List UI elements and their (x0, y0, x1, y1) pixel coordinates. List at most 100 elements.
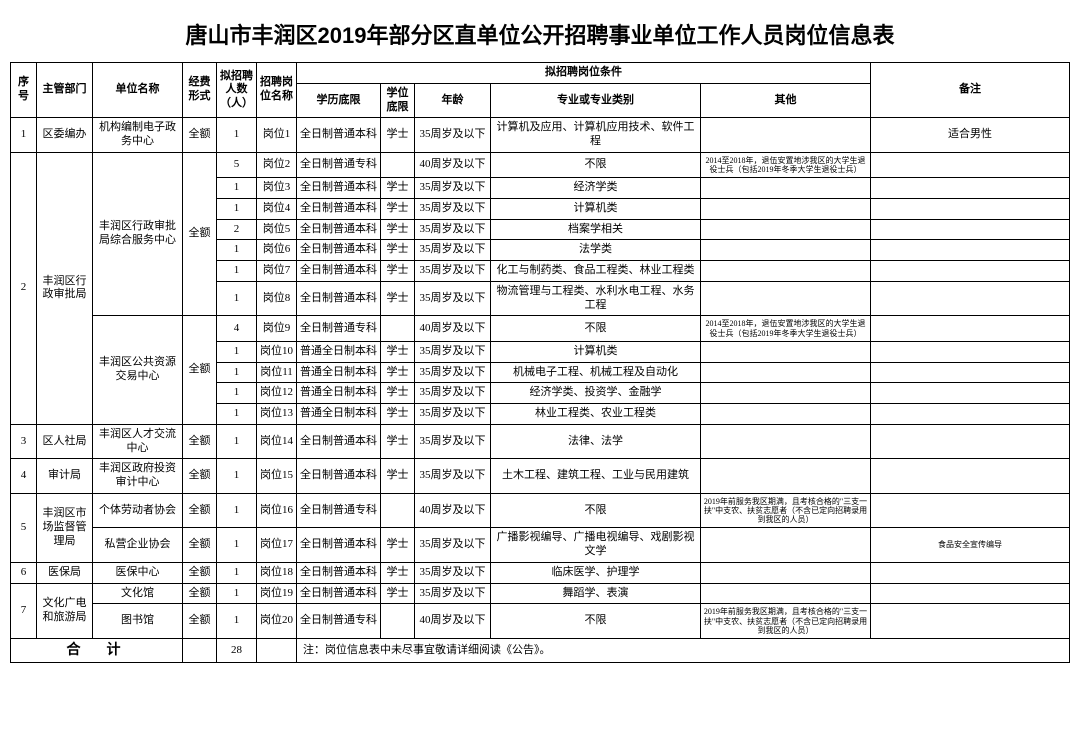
sum-blank2 (257, 638, 297, 663)
cell: 全额 (183, 424, 217, 459)
cell: 岗位3 (257, 178, 297, 199)
cell: 4 (11, 459, 37, 494)
cell: 40周岁及以下 (415, 604, 491, 639)
cell (701, 404, 871, 425)
cell: 2 (11, 152, 37, 424)
cell: 学士 (381, 528, 415, 563)
cell (701, 219, 871, 240)
cell (871, 240, 1070, 261)
cell: 医保中心 (93, 562, 183, 583)
cell: 全额 (183, 528, 217, 563)
cell: 经济学类 (491, 178, 701, 199)
cell: 1 (217, 383, 257, 404)
cell (381, 152, 415, 177)
cell: 学士 (381, 118, 415, 153)
cell: 岗位19 (257, 583, 297, 604)
cell: 全日制普通本科 (297, 528, 381, 563)
positions-table: 序号 主管部门 单位名称 经费形式 拟招聘人数（人） 招聘岗位名称 拟招聘岗位条… (10, 62, 1070, 663)
cell (871, 362, 1070, 383)
cell: 普通全日制本科 (297, 362, 381, 383)
th-degree: 学位底限 (381, 83, 415, 118)
th-unit: 单位名称 (93, 63, 183, 118)
cell: 3 (11, 424, 37, 459)
cell: 学士 (381, 362, 415, 383)
cell: 全日制普通本科 (297, 219, 381, 240)
cell: 35周岁及以下 (415, 583, 491, 604)
cell: 1 (217, 528, 257, 563)
cell: 全日制普通专科 (297, 493, 381, 528)
cell: 医保局 (37, 562, 93, 583)
cell (701, 240, 871, 261)
cell: 岗位20 (257, 604, 297, 639)
cell: 35周岁及以下 (415, 219, 491, 240)
cell: 审计局 (37, 459, 93, 494)
cell: 全额 (183, 316, 217, 424)
cell (701, 281, 871, 316)
cell (701, 261, 871, 282)
cell: 2019年前服务我区期满，且考核合格的"三支一扶"中支农、扶贫志愿者（不含已定向… (701, 604, 871, 639)
cell: 35周岁及以下 (415, 240, 491, 261)
sum-count: 28 (217, 638, 257, 663)
cell: 舞蹈学、表演 (491, 583, 701, 604)
cell: 岗位13 (257, 404, 297, 425)
cell: 不限 (491, 493, 701, 528)
sum-blank1 (183, 638, 217, 663)
cell: 学士 (381, 198, 415, 219)
cell: 1 (217, 118, 257, 153)
th-fund: 经费形式 (183, 63, 217, 118)
table-row: 私营企业协会全额1岗位17全日制普通本科学士35周岁及以下广播影视编导、广播电视… (11, 528, 1070, 563)
cell: 岗位15 (257, 459, 297, 494)
cell (701, 362, 871, 383)
th-major: 专业或专业类别 (491, 83, 701, 118)
cell (871, 404, 1070, 425)
cell (871, 459, 1070, 494)
th-post: 招聘岗位名称 (257, 63, 297, 118)
cell (871, 341, 1070, 362)
cell: 全日制普通本科 (297, 240, 381, 261)
cell: 私营企业协会 (93, 528, 183, 563)
cell: 计算机及应用、计算机应用技术、软件工程 (491, 118, 701, 153)
cell: 35周岁及以下 (415, 198, 491, 219)
cell: 1 (217, 583, 257, 604)
table-row: 图书馆全额1岗位20全日制普通专科40周岁及以下不限2019年前服务我区期满，且… (11, 604, 1070, 639)
cell: 全日制普通专科 (297, 316, 381, 341)
table-row: 7文化广电和旅游局文化馆全额1岗位19全日制普通本科学士35周岁及以下舞蹈学、表… (11, 583, 1070, 604)
table-row: 3区人社局丰润区人才交流中心全额1岗位14全日制普通本科学士35周岁及以下法律、… (11, 424, 1070, 459)
cell: 不限 (491, 152, 701, 177)
cell (701, 583, 871, 604)
cell: 全额 (183, 562, 217, 583)
cell: 35周岁及以下 (415, 404, 491, 425)
sum-label: 合 计 (11, 638, 183, 663)
cell: 经济学类、投资学、金融学 (491, 383, 701, 404)
cell: 1 (217, 493, 257, 528)
cell: 1 (217, 362, 257, 383)
cell: 2014至2018年，退伍安置地涉我区的大学生退役士兵（包括2019年冬季大学生… (701, 152, 871, 177)
cell (701, 118, 871, 153)
cell: 岗位16 (257, 493, 297, 528)
cell: 不限 (491, 316, 701, 341)
footer-note: 注：岗位信息表中未尽事宜敬请详细阅读《公告》。 (297, 638, 1070, 663)
cell: 文化馆 (93, 583, 183, 604)
cell: 40周岁及以下 (415, 493, 491, 528)
cell (871, 562, 1070, 583)
cell: 全额 (183, 583, 217, 604)
th-count: 拟招聘人数（人） (217, 63, 257, 118)
cell: 法律、法学 (491, 424, 701, 459)
cell: 学士 (381, 240, 415, 261)
cell (871, 261, 1070, 282)
cell: 林业工程类、农业工程类 (491, 404, 701, 425)
cell: 图书馆 (93, 604, 183, 639)
cell (381, 604, 415, 639)
cell (701, 341, 871, 362)
cell: 学士 (381, 383, 415, 404)
cell (871, 424, 1070, 459)
cell (871, 281, 1070, 316)
cell: 40周岁及以下 (415, 152, 491, 177)
th-age: 年龄 (415, 83, 491, 118)
cell: 1 (217, 341, 257, 362)
cell: 丰润区政府投资审计中心 (93, 459, 183, 494)
cell: 学士 (381, 404, 415, 425)
cell: 学士 (381, 281, 415, 316)
cell: 35周岁及以下 (415, 459, 491, 494)
cell: 全日制普通专科 (297, 604, 381, 639)
